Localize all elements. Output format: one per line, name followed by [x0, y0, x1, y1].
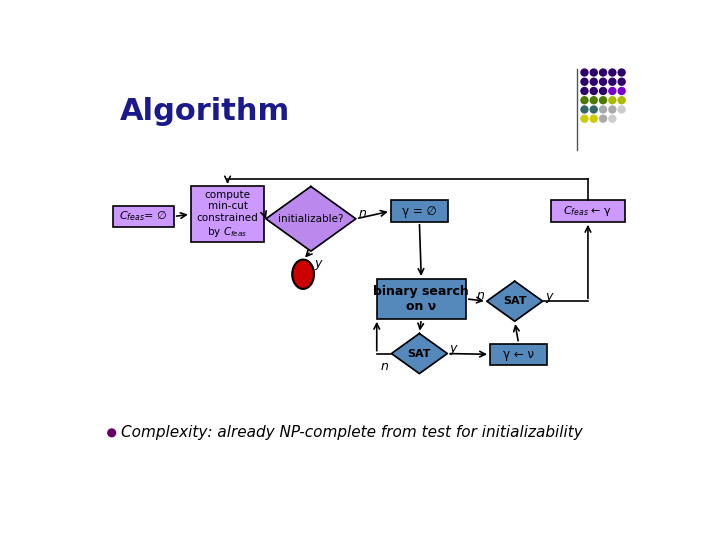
Circle shape [590, 115, 597, 122]
Text: n: n [359, 207, 366, 220]
Text: $C_{feas}$ ← γ: $C_{feas}$ ← γ [563, 204, 613, 218]
Polygon shape [292, 260, 314, 289]
Circle shape [600, 78, 606, 85]
Polygon shape [266, 186, 356, 251]
Text: y: y [314, 257, 321, 271]
Text: y: y [545, 290, 552, 303]
Circle shape [581, 115, 588, 122]
Text: Algorithm: Algorithm [120, 97, 289, 126]
Circle shape [609, 106, 616, 113]
Text: n: n [380, 360, 388, 373]
Circle shape [108, 429, 116, 437]
Circle shape [618, 97, 625, 104]
Circle shape [590, 69, 597, 76]
Text: $C_{feas}$= ∅: $C_{feas}$= ∅ [120, 210, 168, 224]
Circle shape [609, 115, 616, 122]
FancyBboxPatch shape [113, 206, 174, 227]
Circle shape [618, 78, 625, 85]
Text: binary search
on ν: binary search on ν [374, 285, 469, 313]
Text: SAT: SAT [503, 296, 526, 306]
Circle shape [618, 69, 625, 76]
Circle shape [600, 69, 606, 76]
FancyBboxPatch shape [391, 200, 448, 222]
Circle shape [590, 97, 597, 104]
Circle shape [600, 87, 606, 94]
Circle shape [590, 87, 597, 94]
Circle shape [581, 69, 588, 76]
Circle shape [609, 87, 616, 94]
Text: compute
min-cut
constrained
by $C_{feas}$: compute min-cut constrained by $C_{feas}… [197, 190, 258, 239]
Text: SAT: SAT [408, 348, 431, 359]
Circle shape [590, 78, 597, 85]
FancyBboxPatch shape [490, 343, 547, 365]
Circle shape [609, 69, 616, 76]
Text: n: n [477, 288, 485, 301]
Circle shape [581, 97, 588, 104]
Text: Complexity: already NP-complete from test for initializability: Complexity: already NP-complete from tes… [121, 426, 582, 440]
Text: γ = ∅: γ = ∅ [402, 205, 437, 218]
Circle shape [609, 97, 616, 104]
FancyBboxPatch shape [191, 186, 264, 242]
Text: γ ← ν: γ ← ν [503, 348, 534, 361]
Circle shape [581, 106, 588, 113]
FancyBboxPatch shape [551, 200, 625, 222]
Circle shape [581, 87, 588, 94]
Circle shape [581, 78, 588, 85]
Circle shape [618, 87, 625, 94]
Polygon shape [392, 334, 447, 374]
Text: initializable?: initializable? [278, 214, 343, 224]
Circle shape [618, 106, 625, 113]
Circle shape [590, 106, 597, 113]
Text: y: y [449, 342, 456, 355]
Circle shape [609, 78, 616, 85]
Circle shape [600, 106, 606, 113]
Polygon shape [487, 281, 543, 321]
Circle shape [600, 97, 606, 104]
FancyBboxPatch shape [377, 279, 466, 319]
Circle shape [600, 115, 606, 122]
